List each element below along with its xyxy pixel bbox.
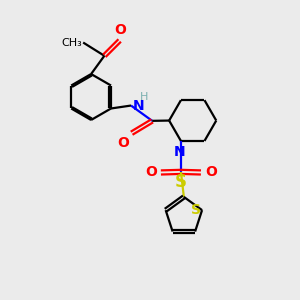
Text: N: N xyxy=(133,98,144,112)
Text: S: S xyxy=(190,203,201,217)
Text: CH₃: CH₃ xyxy=(61,38,82,47)
Text: H: H xyxy=(140,92,148,102)
Text: O: O xyxy=(117,136,129,150)
Text: S: S xyxy=(175,173,187,191)
Text: O: O xyxy=(205,166,217,179)
Text: N: N xyxy=(174,146,185,159)
Text: O: O xyxy=(145,166,157,179)
Text: O: O xyxy=(115,23,127,37)
